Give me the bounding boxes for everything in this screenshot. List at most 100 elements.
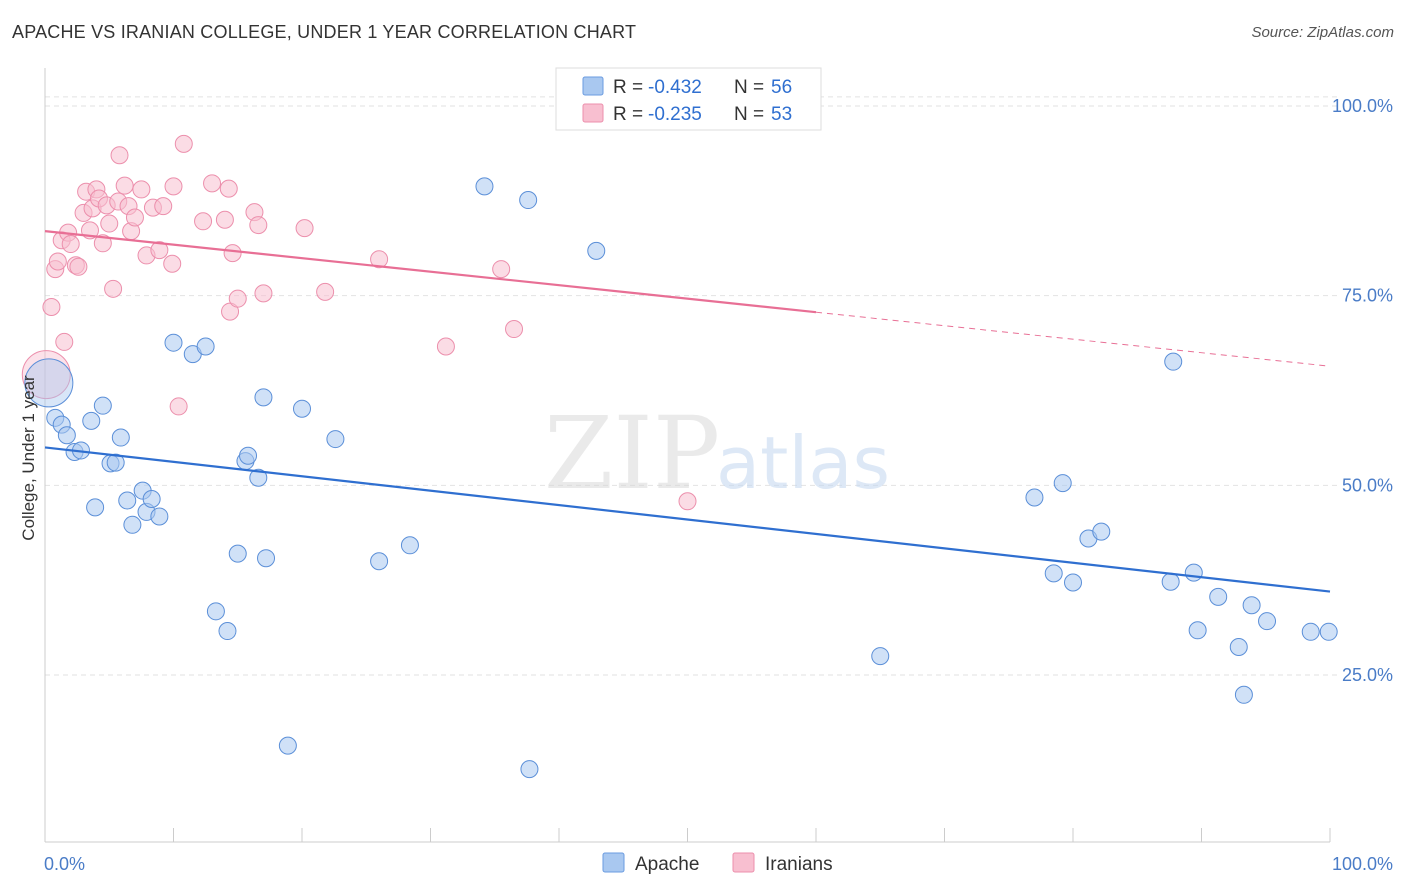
- legend-n-label: N =: [734, 77, 764, 98]
- data-point-iranians: [132, 180, 151, 199]
- data-point-apache: [1044, 564, 1063, 583]
- legend-n-value: 53: [771, 104, 792, 125]
- data-point-apache: [1234, 685, 1253, 704]
- data-point-iranians: [125, 208, 144, 227]
- data-point-iranians: [203, 174, 222, 193]
- data-point-apache: [118, 491, 137, 510]
- data-point-apache: [587, 241, 606, 260]
- data-point-iranians: [436, 337, 455, 356]
- data-point-apache: [519, 191, 538, 210]
- data-point-apache: [106, 453, 125, 472]
- data-point-apache: [1164, 352, 1183, 371]
- trend-lines: [44, 230, 1331, 593]
- legend-n-label: N =: [734, 104, 764, 125]
- data-point-apache: [1184, 563, 1203, 582]
- data-point-iranians: [115, 176, 134, 195]
- data-point-apache: [254, 388, 273, 407]
- data-point-apache: [218, 622, 237, 641]
- data-point-iranians: [42, 298, 61, 317]
- legend-r-value: -0.432: [648, 77, 702, 98]
- data-point-apache: [82, 411, 101, 430]
- data-point-iranians: [492, 260, 511, 279]
- legend: R = -0.432 N = 56 R = -0.235 N = 53: [555, 67, 822, 131]
- data-point-apache: [196, 337, 215, 356]
- data-points: [21, 96, 1338, 779]
- legend-n-value: 56: [771, 77, 792, 98]
- data-point-iranians: [21, 350, 71, 400]
- bottom-legend-label: Iranians: [765, 854, 833, 875]
- data-point-iranians: [55, 332, 74, 351]
- data-point-apache: [1025, 488, 1044, 507]
- x-tick-label: 100.0%: [1332, 854, 1393, 874]
- y-tick-label: 75.0%: [1342, 286, 1393, 306]
- data-point-apache: [93, 396, 112, 415]
- data-point-iranians: [194, 212, 213, 231]
- data-point-iranians: [370, 250, 389, 269]
- legend-r-label: R =: [613, 104, 643, 125]
- chart-title: APACHE VS IRANIAN COLLEGE, UNDER 1 YEAR …: [12, 22, 637, 42]
- legend-swatch: [582, 103, 604, 123]
- data-point-apache: [293, 399, 311, 418]
- source-label: Source: ZipAtlas.com: [1251, 24, 1394, 41]
- data-point-apache: [86, 498, 105, 517]
- data-point-apache: [1258, 612, 1277, 631]
- data-point-apache: [142, 490, 161, 509]
- data-point-iranians: [163, 254, 182, 273]
- data-point-iranians: [154, 197, 173, 216]
- data-point-apache: [520, 760, 539, 779]
- y-tick-label: 50.0%: [1342, 475, 1393, 495]
- data-point-iranians: [110, 146, 129, 165]
- data-point-apache: [1319, 622, 1338, 641]
- data-point-iranians: [174, 134, 193, 153]
- data-point-apache: [24, 358, 74, 408]
- data-point-apache: [1301, 622, 1320, 641]
- x-tick-label: 0.0%: [44, 854, 85, 874]
- data-point-apache: [1161, 572, 1180, 591]
- data-point-iranians: [93, 234, 112, 253]
- y-tick-label: 100.0%: [1332, 96, 1393, 116]
- watermark-zip: ZIP: [544, 395, 720, 512]
- data-point-apache: [206, 602, 225, 621]
- axes: [44, 68, 1331, 843]
- data-point-iranians: [48, 252, 67, 271]
- bottom-legend: Apache Iranians: [602, 852, 833, 875]
- data-point-apache: [871, 647, 890, 666]
- data-point-apache: [239, 446, 258, 465]
- data-point-apache: [1053, 474, 1072, 493]
- data-point-iranians: [69, 257, 88, 276]
- data-point-apache: [1188, 621, 1207, 640]
- data-point-iranians: [169, 397, 188, 416]
- bottom-legend-swatch: [732, 852, 755, 873]
- data-point-iranians: [316, 282, 335, 301]
- data-point-apache: [123, 515, 142, 534]
- data-point-apache: [400, 536, 419, 555]
- data-point-apache: [278, 736, 297, 755]
- legend-swatch: [582, 76, 604, 96]
- data-point-iranians: [678, 492, 697, 511]
- data-point-apache: [370, 552, 389, 571]
- data-point-iranians: [150, 241, 169, 260]
- bottom-legend-swatch: [602, 852, 625, 873]
- data-point-apache: [1229, 637, 1248, 656]
- legend-r-label: R =: [613, 77, 643, 98]
- data-point-iranians: [61, 235, 80, 254]
- data-point-iranians: [223, 244, 242, 263]
- data-point-iranians: [295, 219, 314, 238]
- data-point-apache: [150, 507, 169, 526]
- data-point-apache: [164, 333, 183, 352]
- data-point-apache: [111, 428, 130, 447]
- data-point-iranians: [215, 210, 234, 229]
- watermark-atlas: atlas: [716, 421, 890, 505]
- data-point-apache: [1209, 587, 1228, 606]
- data-point-iranians: [505, 320, 524, 339]
- gridlines: [45, 96, 1340, 676]
- trend-line-iranians: [44, 230, 817, 314]
- data-point-apache: [326, 430, 345, 449]
- data-point-iranians: [228, 289, 247, 308]
- data-point-iranians: [254, 284, 273, 303]
- tick-labels: 25.0% 50.0% 75.0% 100.0% 0.0% 100.0%: [44, 96, 1393, 874]
- data-point-apache: [475, 177, 494, 196]
- y-axis-title: College, Under 1 year: [19, 375, 38, 541]
- data-point-apache: [1092, 522, 1111, 541]
